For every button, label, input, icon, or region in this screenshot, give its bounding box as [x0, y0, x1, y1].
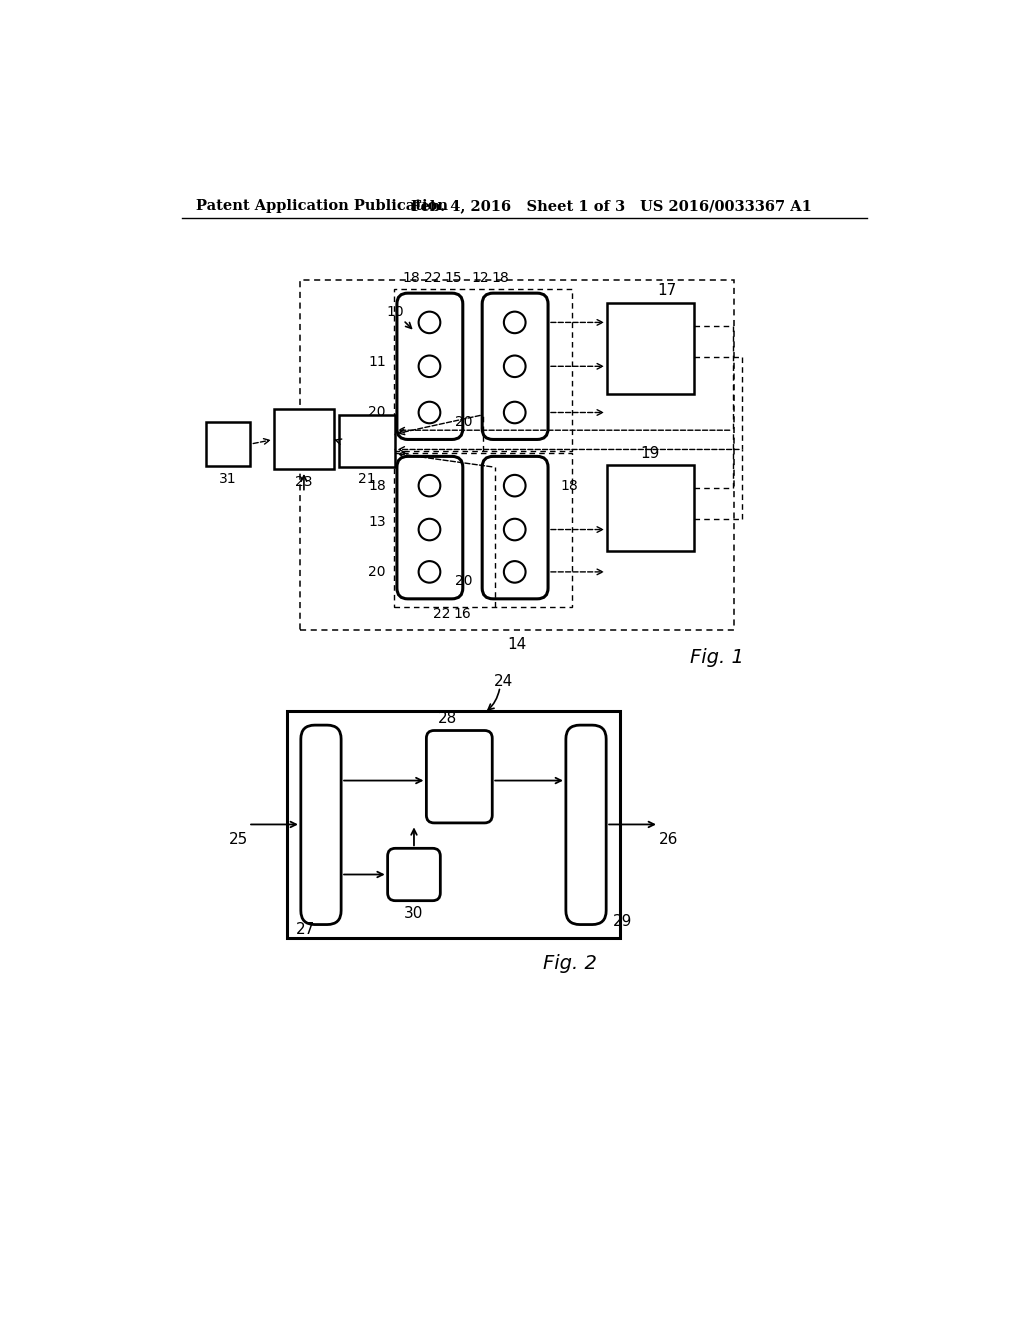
Text: 31: 31: [219, 471, 237, 486]
Text: 14: 14: [508, 636, 526, 652]
Circle shape: [504, 312, 525, 333]
Text: US 2016/0033367 A1: US 2016/0033367 A1: [640, 199, 811, 213]
Bar: [273, 409, 334, 470]
Bar: [206, 422, 251, 466]
FancyBboxPatch shape: [397, 293, 463, 440]
Text: 15: 15: [444, 271, 462, 285]
Text: 18: 18: [560, 479, 579, 492]
Circle shape: [419, 312, 440, 333]
Text: 26: 26: [658, 833, 678, 847]
Circle shape: [419, 519, 440, 540]
Text: 24: 24: [495, 675, 513, 689]
FancyBboxPatch shape: [397, 457, 463, 599]
FancyBboxPatch shape: [388, 849, 440, 900]
Circle shape: [504, 519, 525, 540]
Text: 29: 29: [612, 913, 632, 929]
FancyBboxPatch shape: [482, 293, 548, 440]
Text: Patent Application Publication: Patent Application Publication: [197, 199, 449, 213]
FancyBboxPatch shape: [566, 725, 606, 924]
Bar: [339, 414, 394, 467]
Bar: [394, 453, 572, 607]
Text: 25: 25: [229, 833, 249, 847]
Bar: [287, 711, 621, 939]
Text: 17: 17: [657, 284, 676, 298]
Text: Feb. 4, 2016   Sheet 1 of 3: Feb. 4, 2016 Sheet 1 of 3: [411, 199, 625, 213]
Circle shape: [419, 475, 440, 496]
Bar: [607, 304, 693, 395]
Circle shape: [419, 355, 440, 378]
FancyBboxPatch shape: [426, 730, 493, 822]
Text: 20: 20: [456, 414, 473, 429]
Text: 16: 16: [454, 607, 472, 622]
Text: Fig. 1: Fig. 1: [690, 648, 744, 667]
Text: 11: 11: [369, 355, 386, 370]
Text: 18: 18: [402, 271, 420, 285]
Text: 13: 13: [369, 515, 386, 529]
Circle shape: [504, 401, 525, 424]
Circle shape: [504, 475, 525, 496]
Text: 20: 20: [368, 565, 385, 579]
Text: 18: 18: [369, 479, 386, 492]
Text: 22: 22: [433, 607, 451, 622]
Circle shape: [504, 561, 525, 582]
Text: 23: 23: [295, 475, 312, 488]
Text: 27: 27: [296, 921, 315, 937]
Text: 30: 30: [404, 906, 424, 920]
Text: 22: 22: [424, 271, 441, 285]
Text: 12: 12: [472, 271, 489, 285]
Circle shape: [504, 355, 525, 378]
Text: Fig. 2: Fig. 2: [543, 953, 597, 973]
Text: 19: 19: [641, 446, 660, 461]
Text: 20: 20: [456, 574, 473, 589]
Text: 18: 18: [492, 271, 509, 285]
FancyBboxPatch shape: [301, 725, 341, 924]
Circle shape: [419, 561, 440, 582]
Bar: [394, 289, 572, 451]
Text: 21: 21: [357, 473, 376, 487]
Circle shape: [419, 401, 440, 424]
Bar: [607, 465, 693, 552]
Bar: [300, 280, 734, 631]
Text: 10: 10: [386, 305, 403, 319]
FancyBboxPatch shape: [482, 457, 548, 599]
Text: 28: 28: [438, 711, 458, 726]
Text: 20: 20: [368, 405, 385, 420]
